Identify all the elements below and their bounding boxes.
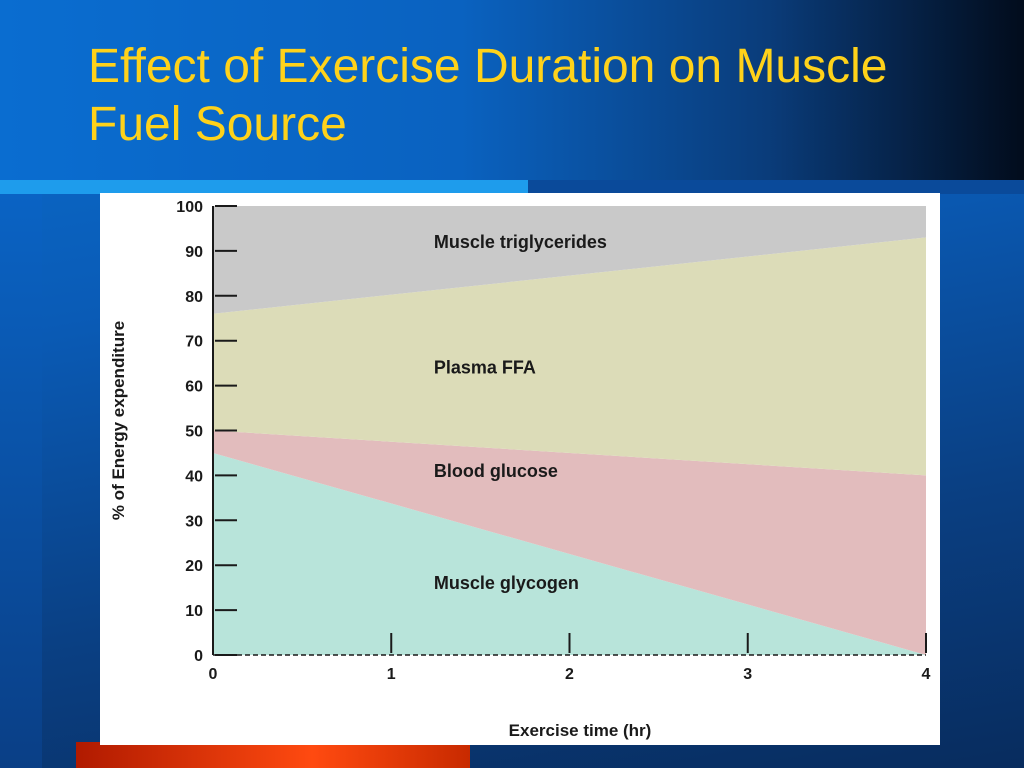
left-edge-strip: [0, 194, 42, 768]
y-tick-label-80: 80: [185, 289, 203, 306]
area-blood-glucose: [213, 430, 926, 655]
x-tick-label-0: 0: [209, 666, 218, 683]
accent-bar-cyan: [0, 180, 528, 194]
label-layer: Muscle glycogen Blood glucose Plasma FFA Mu…: [434, 232, 607, 593]
area-label-blood-glucose: Blood glucose: [434, 461, 558, 481]
slide-title: Effect of Exercise Duration on Muscle Fu…: [88, 40, 888, 151]
x-tick-label-3: 3: [743, 666, 752, 683]
y-tick-label-30: 30: [185, 513, 203, 530]
area-plasma-ffa: [213, 237, 926, 476]
y-tick-label-40: 40: [185, 468, 203, 485]
title-band: [0, 0, 1024, 180]
axes-layer: 0 10 20 30 40 50 60 70 80 90 100 0 1 2 3 4 Exercise time…: [109, 199, 931, 740]
y-tick-label-70: 70: [185, 334, 203, 351]
y-tick-label-10: 10: [185, 603, 203, 620]
x-tick-label-1: 1: [387, 666, 396, 683]
area-chart: 0 10 20 30 40 50 60 70 80 90 100 0 1 2 3 4 Exercise time…: [109, 199, 931, 740]
bottom-accent-bar: [76, 742, 470, 768]
x-tick-label-2: 2: [565, 666, 574, 683]
y-tick-label-90: 90: [185, 244, 203, 261]
x-axis-title: Exercise time (hr): [509, 721, 652, 740]
y-tick-label-50: 50: [185, 424, 203, 441]
y-tick-label-20: 20: [185, 558, 203, 575]
accent-bar-dark: [528, 180, 1024, 194]
x-tick-label-4: 4: [922, 666, 931, 683]
chart-panel: 0 10 20 30 40 50 60 70 80 90 100 0 1 2 3 4 Exercise time…: [100, 193, 940, 745]
y-tick-label-100: 100: [176, 199, 203, 216]
y-tick-label-60: 60: [185, 379, 203, 396]
area-layer: [213, 206, 926, 655]
y-tick-label-0: 0: [194, 648, 203, 665]
area-label-muscle-glycogen: Muscle glycogen: [434, 573, 579, 593]
area-label-plasma-ffa: Plasma FFA: [434, 358, 536, 378]
area-label-muscle-triglycerides: Muscle triglycerides: [434, 232, 607, 252]
area-muscle-triglycerides: [213, 206, 926, 314]
y-axis-title: % of Energy expenditure: [109, 321, 128, 520]
